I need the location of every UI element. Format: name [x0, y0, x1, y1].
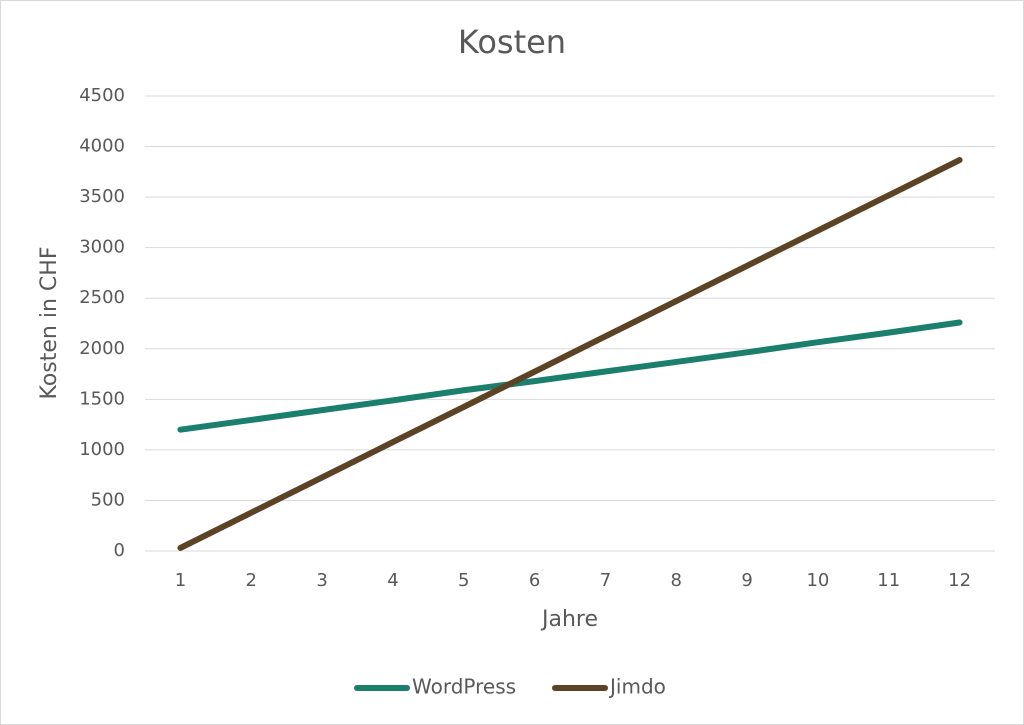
x-tick-label: 3	[316, 570, 327, 591]
legend-label: Jimdo	[608, 675, 666, 699]
x-tick-label: 2	[246, 570, 257, 591]
series-line	[177, 319, 963, 433]
x-tick-label: 12	[948, 570, 971, 591]
x-tick-label: 9	[741, 570, 752, 591]
y-tick-label: 4000	[79, 136, 125, 157]
x-tick-label: 8	[671, 570, 682, 591]
x-tick-label: 7	[600, 570, 611, 591]
y-tick-label: 2000	[79, 338, 125, 359]
x-tick-label: 11	[877, 570, 900, 591]
y-tick-label: 1500	[79, 388, 125, 409]
y-tick-label: 2500	[79, 287, 125, 308]
x-tick-label: 4	[387, 570, 398, 591]
y-tick-label: 3500	[79, 186, 125, 207]
x-tick-label: 1	[175, 570, 186, 591]
y-tick-label: 3000	[79, 237, 125, 258]
legend-label: WordPress	[412, 675, 516, 699]
chart-title: Kosten	[458, 23, 566, 61]
y-tick-label: 0	[114, 540, 125, 561]
x-tick-label: 6	[529, 570, 540, 591]
x-tick-label: 10	[806, 570, 829, 591]
y-axis-label: Kosten in CHF	[37, 247, 62, 400]
x-tick-label: 5	[458, 570, 469, 591]
y-tick-label: 500	[91, 489, 125, 510]
y-tick-label: 1000	[79, 439, 125, 460]
x-axis-label: Jahre	[540, 607, 598, 632]
y-tick-label: 4500	[79, 85, 125, 106]
series-line	[177, 157, 963, 551]
